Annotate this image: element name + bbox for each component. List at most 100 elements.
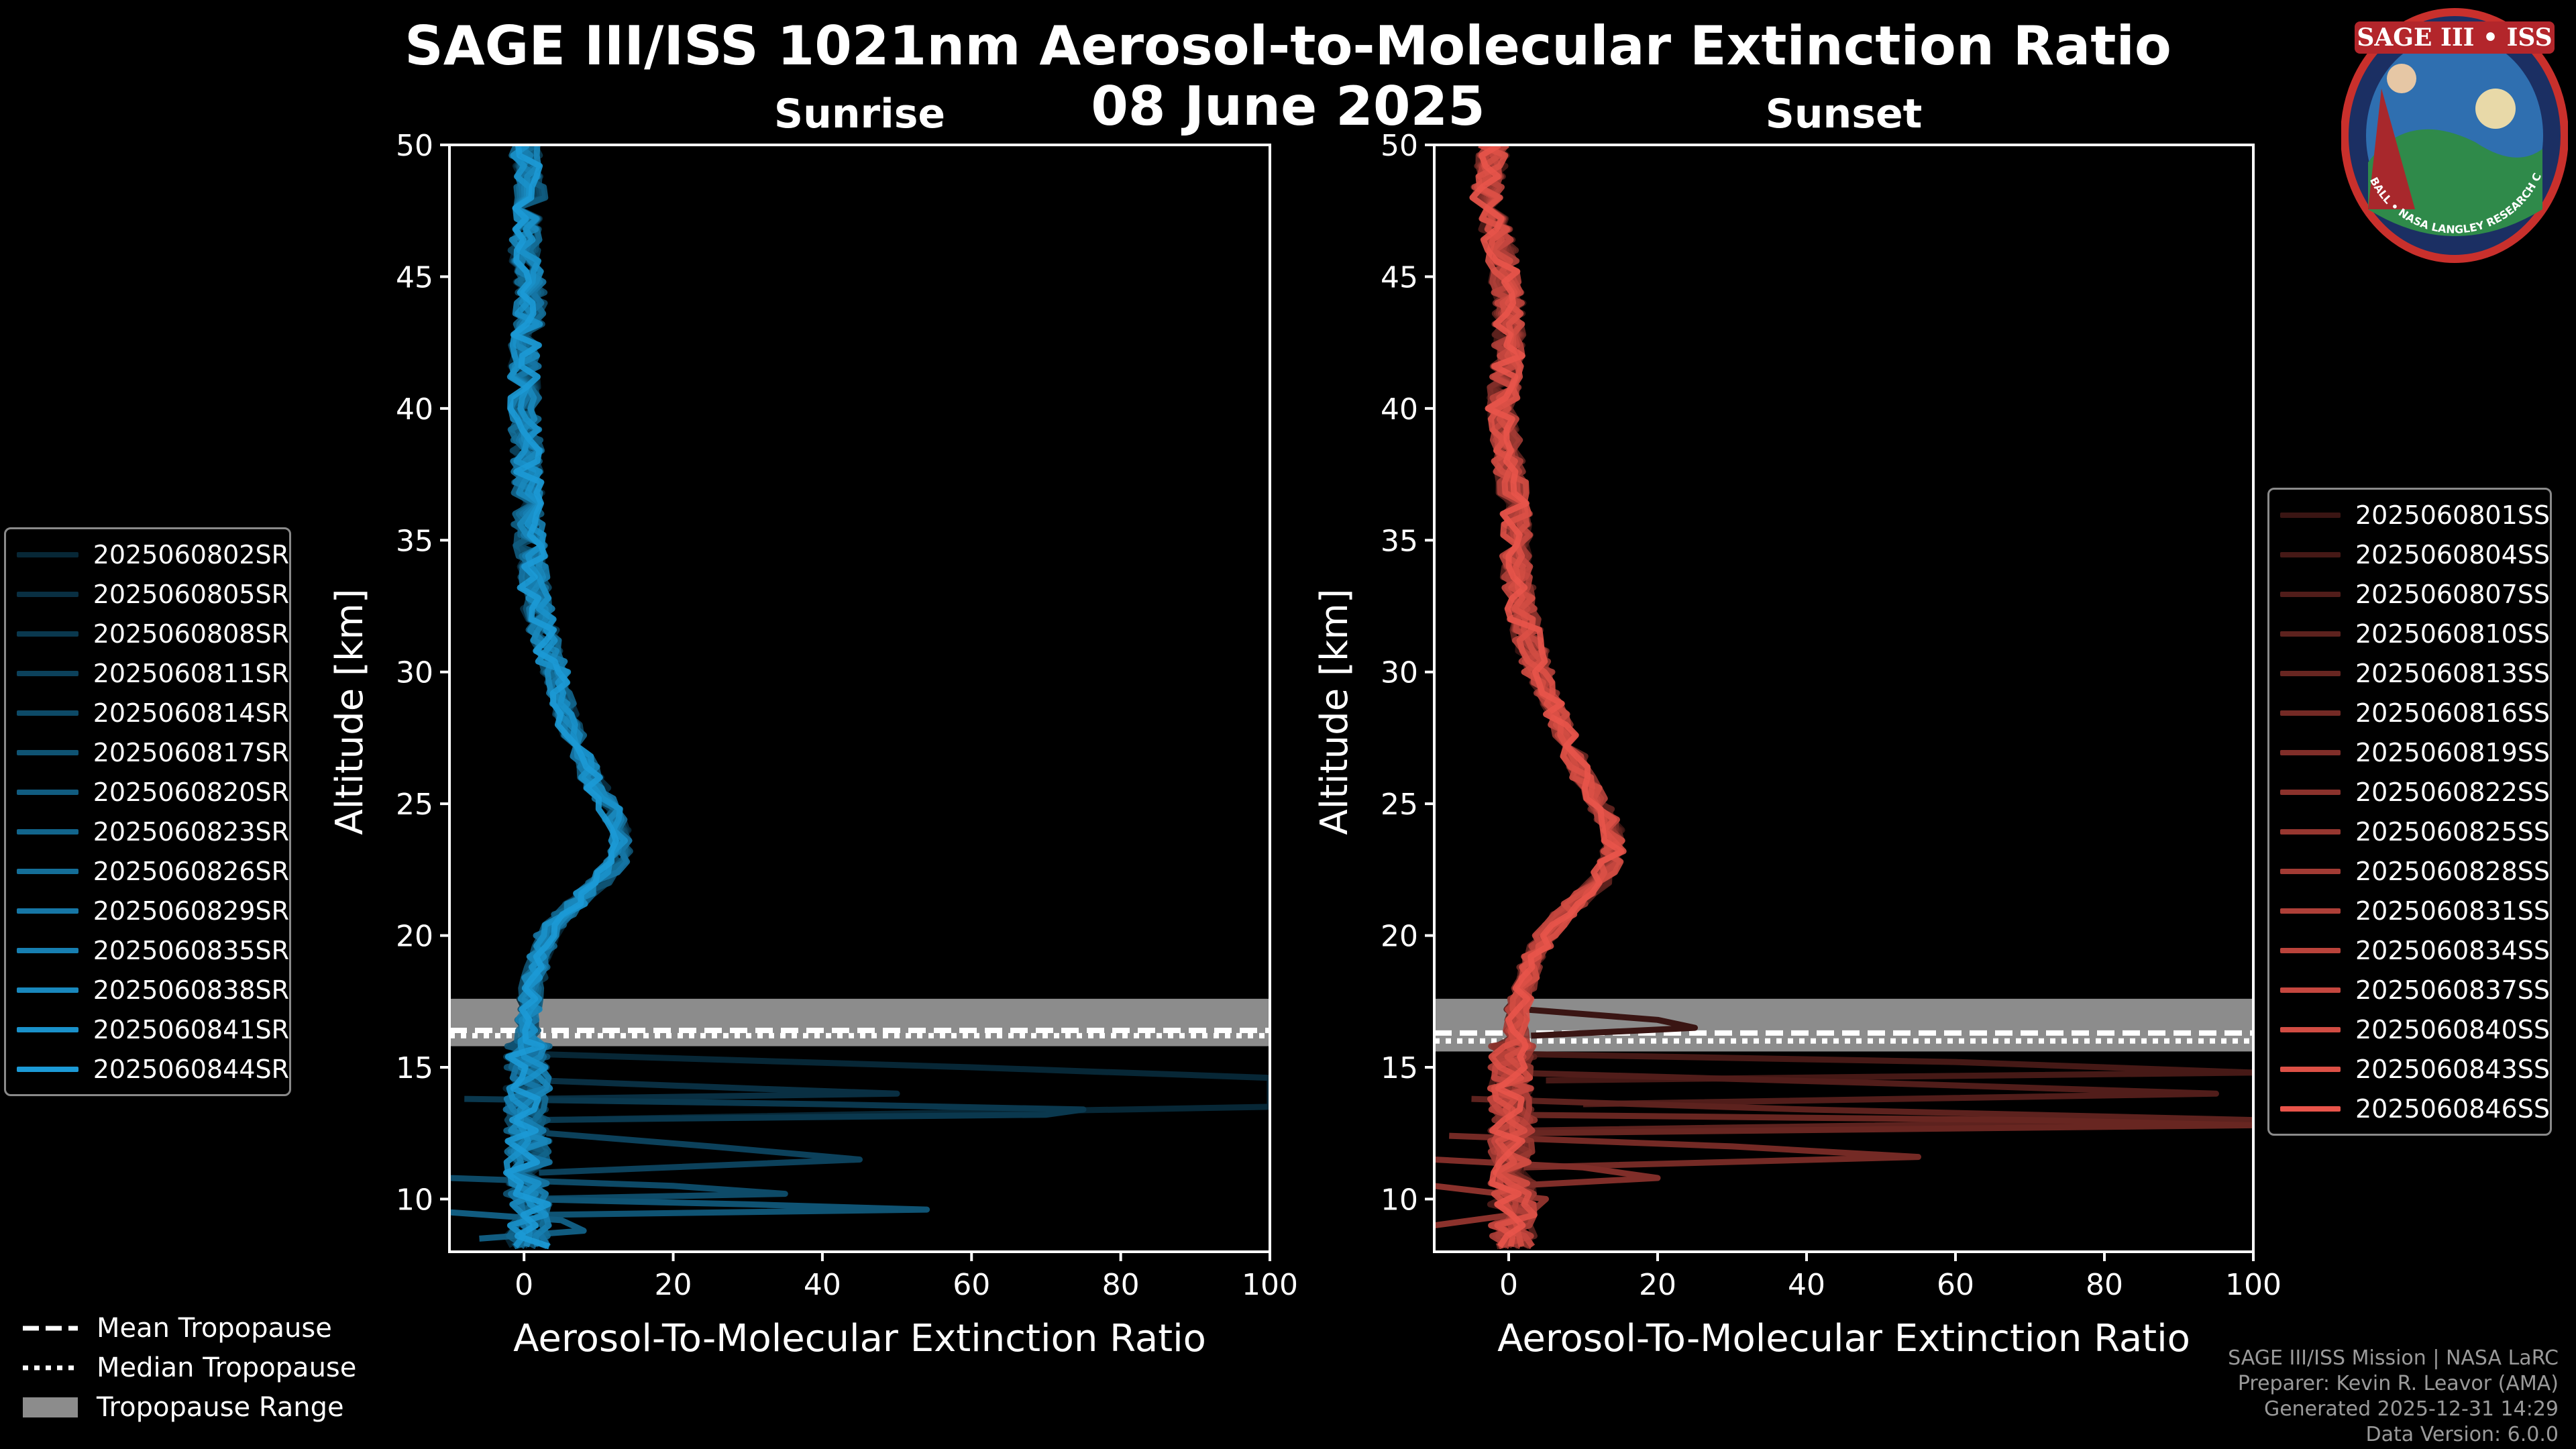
x-tick-label: 60 <box>1937 1268 1974 1302</box>
y-tick-label: 15 <box>396 1051 433 1085</box>
series-spike-2025060817SR <box>524 1195 930 1218</box>
x-tick-label: 80 <box>2086 1268 2123 1302</box>
legend-label: 2025060831SS <box>2355 896 2550 926</box>
series-spike-2025060813SS <box>1508 1112 2253 1136</box>
chart-date: 08 June 2025 <box>1091 75 1485 138</box>
legend-swatch <box>17 710 78 716</box>
legend-swatch <box>2280 631 2341 637</box>
chart-title: SAGE III/ISS 1021nm Aerosol-to-Molecular… <box>405 15 2171 77</box>
footer-mission: SAGE III/ISS Mission | NASA LaRC <box>2228 1346 2559 1370</box>
series-spike-2025060816SS <box>1449 1132 1921 1171</box>
legend-swatch <box>17 789 78 795</box>
sunset-legend: 2025060801SS 2025060804SS 2025060807SS 2025… <box>2267 488 2552 1136</box>
legend-label: 2025060817SR <box>93 737 289 767</box>
legend-swatch <box>17 591 78 597</box>
legend-label: 2025060844SR <box>93 1054 289 1084</box>
legend-label: 2025060819SS <box>2355 737 2550 767</box>
footer-generated: Generated 2025-12-31 14:29 <box>2263 1397 2559 1421</box>
series-line-2025060844SR <box>503 145 619 1250</box>
legend-swatch <box>2280 1106 2341 1112</box>
legend-label: 2025060829SR <box>93 896 289 926</box>
legend-swatch <box>2280 1066 2341 1072</box>
legend-item: 2025060843SS <box>2269 1049 2550 1089</box>
legend-item: 2025060808SR <box>6 614 289 653</box>
band-swatch-icon <box>23 1397 78 1417</box>
legend-swatch <box>17 670 78 676</box>
legend-item: 2025060810SS <box>2269 614 2550 653</box>
series-spike-2025060804SS <box>1523 1051 2253 1084</box>
legend-item: 2025060811SR <box>6 653 289 693</box>
y-tick-label: 35 <box>1381 524 1418 558</box>
legend-swatch <box>2280 749 2341 755</box>
legend-label: 2025060837SS <box>2355 975 2550 1005</box>
x-tick-label: 20 <box>655 1268 692 1302</box>
legend-label: 2025060822SS <box>2355 777 2550 807</box>
series-spike-2025060802SR <box>539 1051 1270 1124</box>
legend-swatch <box>2280 987 2341 993</box>
panel-title: Sunrise <box>774 91 945 138</box>
legend-item: 2025060814SR <box>6 693 289 733</box>
legend-item: 2025060828SS <box>2269 851 2550 891</box>
legend-item: 2025060837SS <box>2269 970 2550 1010</box>
series-line-2025060846SS <box>1469 145 1625 1248</box>
y-tick-label: 10 <box>396 1183 433 1217</box>
legend-label: 2025060835SR <box>93 935 289 965</box>
legend-label: 2025060834SS <box>2355 935 2550 965</box>
series-spike-2025060807SS <box>1508 1069 2219 1108</box>
legend-item: 2025060846SS <box>2269 1089 2550 1128</box>
legend-swatch <box>2280 512 2341 518</box>
plot-content <box>449 145 1270 1250</box>
y-tick-label: 10 <box>1381 1183 1418 1217</box>
series-spike-2025060822SS <box>1434 1183 1549 1229</box>
legend-item: 2025060801SS <box>2269 495 2550 535</box>
legend-swatch <box>2280 1026 2341 1032</box>
legend-label: 2025060840SS <box>2355 1014 2550 1044</box>
plot-frame <box>1433 144 2255 1253</box>
legend-item: 2025060826SR <box>6 851 289 891</box>
series-spike-2025060808SR <box>464 1095 1087 1124</box>
legend-label: 2025060816SS <box>2355 698 2550 728</box>
sage-mission-logo: SAGE III • ISS BALL • NASA LANGLEY RESEA… <box>2341 8 2568 263</box>
y-tick-label: 50 <box>396 129 433 163</box>
legend-tropopause-range: Tropopause Range <box>20 1387 356 1427</box>
legend-item: 2025060838SR <box>6 970 289 1010</box>
legend-swatch <box>17 908 78 914</box>
x-tick-label: 60 <box>953 1268 990 1302</box>
plot-frame <box>448 144 1271 1253</box>
plot-content <box>1434 145 2253 1250</box>
legend-item: 2025060817SR <box>6 733 289 772</box>
footer-credits: SAGE III/ISS Mission | NASA LaRC Prepare… <box>2228 1346 2559 1448</box>
y-tick-label: 20 <box>396 920 433 954</box>
y-tick-label: 45 <box>396 260 433 294</box>
legend-swatch <box>17 631 78 637</box>
legend-item: 2025060813SS <box>2269 653 2550 693</box>
legend-item: 2025060825SS <box>2269 812 2550 851</box>
legend-label: Tropopause Range <box>97 1391 344 1423</box>
plot-area <box>449 145 1270 1252</box>
dashed-line-icon <box>23 1326 78 1330</box>
legend-item: 2025060820SR <box>6 772 289 812</box>
y-tick-label: 50 <box>1381 129 1418 163</box>
legend-item: 2025060805SR <box>6 574 289 614</box>
legend-label: 2025060838SR <box>93 975 289 1005</box>
legend-item: 2025060835SR <box>6 930 289 970</box>
y-tick-label: 25 <box>1381 788 1418 822</box>
series-spike-2025060811SR <box>539 1130 863 1176</box>
legend-item: 2025060823SR <box>6 812 289 851</box>
legend-item: 2025060804SS <box>2269 535 2550 574</box>
legend-label: 2025060810SS <box>2355 619 2550 649</box>
series-spike-2025060814SR <box>449 1175 788 1202</box>
x-tick-label: 40 <box>804 1268 841 1302</box>
tropopause-legend: Mean Tropopause Median Tropopause Tropop… <box>20 1308 356 1427</box>
tropopause-range-band <box>1434 998 2253 1052</box>
legend-label: Mean Tropopause <box>97 1312 332 1344</box>
legend-item: 2025060807SS <box>2269 574 2550 614</box>
legend-label: 2025060807SS <box>2355 579 2550 609</box>
legend-swatch <box>2280 868 2341 874</box>
sunrise-panel: 0 20 40 60 80 100 10 15 20 25 30 35 40 45 50 Sunrise Aer… <box>328 91 1298 1360</box>
legend-swatch <box>2280 947 2341 953</box>
x-tick-label: 0 <box>515 1268 533 1302</box>
y-axis-label: Altitude [km] <box>1313 588 1356 835</box>
y-tick-label: 30 <box>1381 656 1418 690</box>
